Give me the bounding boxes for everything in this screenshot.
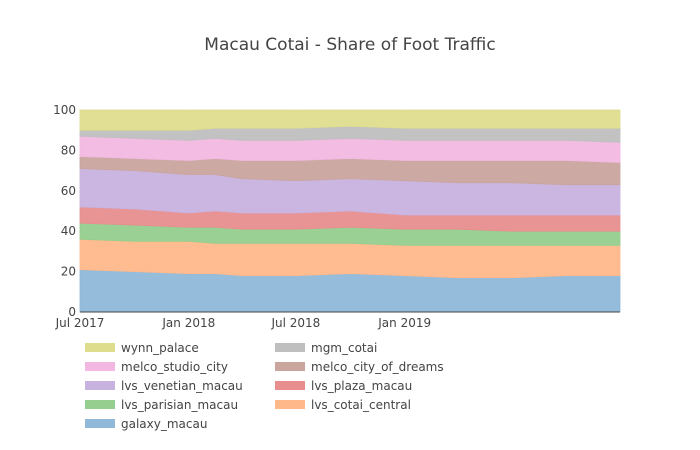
legend-swatch	[275, 343, 305, 352]
area-wynn_palace	[79, 109, 621, 131]
plot-area	[79, 109, 621, 313]
legend-item: wynn_palace	[85, 341, 199, 355]
x-tick-label: Jan 2018	[161, 316, 215, 330]
legend-item: melco_city_of_dreams	[275, 360, 444, 374]
legend-label: mgm_cotai	[311, 341, 377, 355]
axes: 0 20 40 60 80 100 Jul 2017 Jan 2018 Jul 2018 Jan …	[53, 103, 620, 330]
x-tick-label: Jan 2019	[377, 316, 431, 330]
legend: wynn_palace mgm_cotai melco_studio_city mel…	[85, 341, 444, 431]
legend-label: melco_city_of_dreams	[311, 360, 444, 374]
legend-item: lvs_plaza_macau	[275, 379, 412, 393]
legend-item: lvs_venetian_macau	[85, 379, 243, 393]
legend-item: lvs_cotai_central	[275, 398, 411, 412]
legend-label: wynn_palace	[121, 341, 199, 355]
x-tick-label: Jul 2017	[55, 316, 105, 330]
y-tick-label: 80	[61, 143, 76, 157]
legend-label: galaxy_macau	[121, 417, 207, 431]
legend-label: lvs_plaza_macau	[311, 379, 412, 393]
legend-item: melco_studio_city	[85, 360, 228, 374]
y-tick-label: 20	[61, 265, 76, 279]
legend-swatch	[85, 343, 115, 352]
legend-label: melco_studio_city	[121, 360, 228, 374]
legend-swatch	[275, 362, 305, 371]
legend-swatch	[85, 381, 115, 390]
y-tick-label: 100	[53, 103, 76, 117]
legend-item: mgm_cotai	[275, 341, 377, 355]
legend-swatch	[85, 362, 115, 371]
y-tick-label: 40	[61, 224, 76, 238]
legend-swatch	[85, 419, 115, 428]
x-tick-label: Jul 2018	[270, 316, 320, 330]
legend-item: lvs_parisian_macau	[85, 398, 238, 412]
y-tick-label: 0	[68, 305, 76, 319]
legend-swatch	[275, 400, 305, 409]
legend-label: lvs_venetian_macau	[121, 379, 243, 393]
legend-swatch	[85, 400, 115, 409]
legend-label: lvs_cotai_central	[311, 398, 411, 412]
legend-label: lvs_parisian_macau	[121, 398, 238, 412]
chart-title: Macau Cotai - Share of Foot Traffic	[204, 35, 495, 55]
legend-item: galaxy_macau	[85, 417, 207, 431]
legend-swatch	[275, 381, 305, 390]
y-tick-label: 60	[61, 184, 76, 198]
